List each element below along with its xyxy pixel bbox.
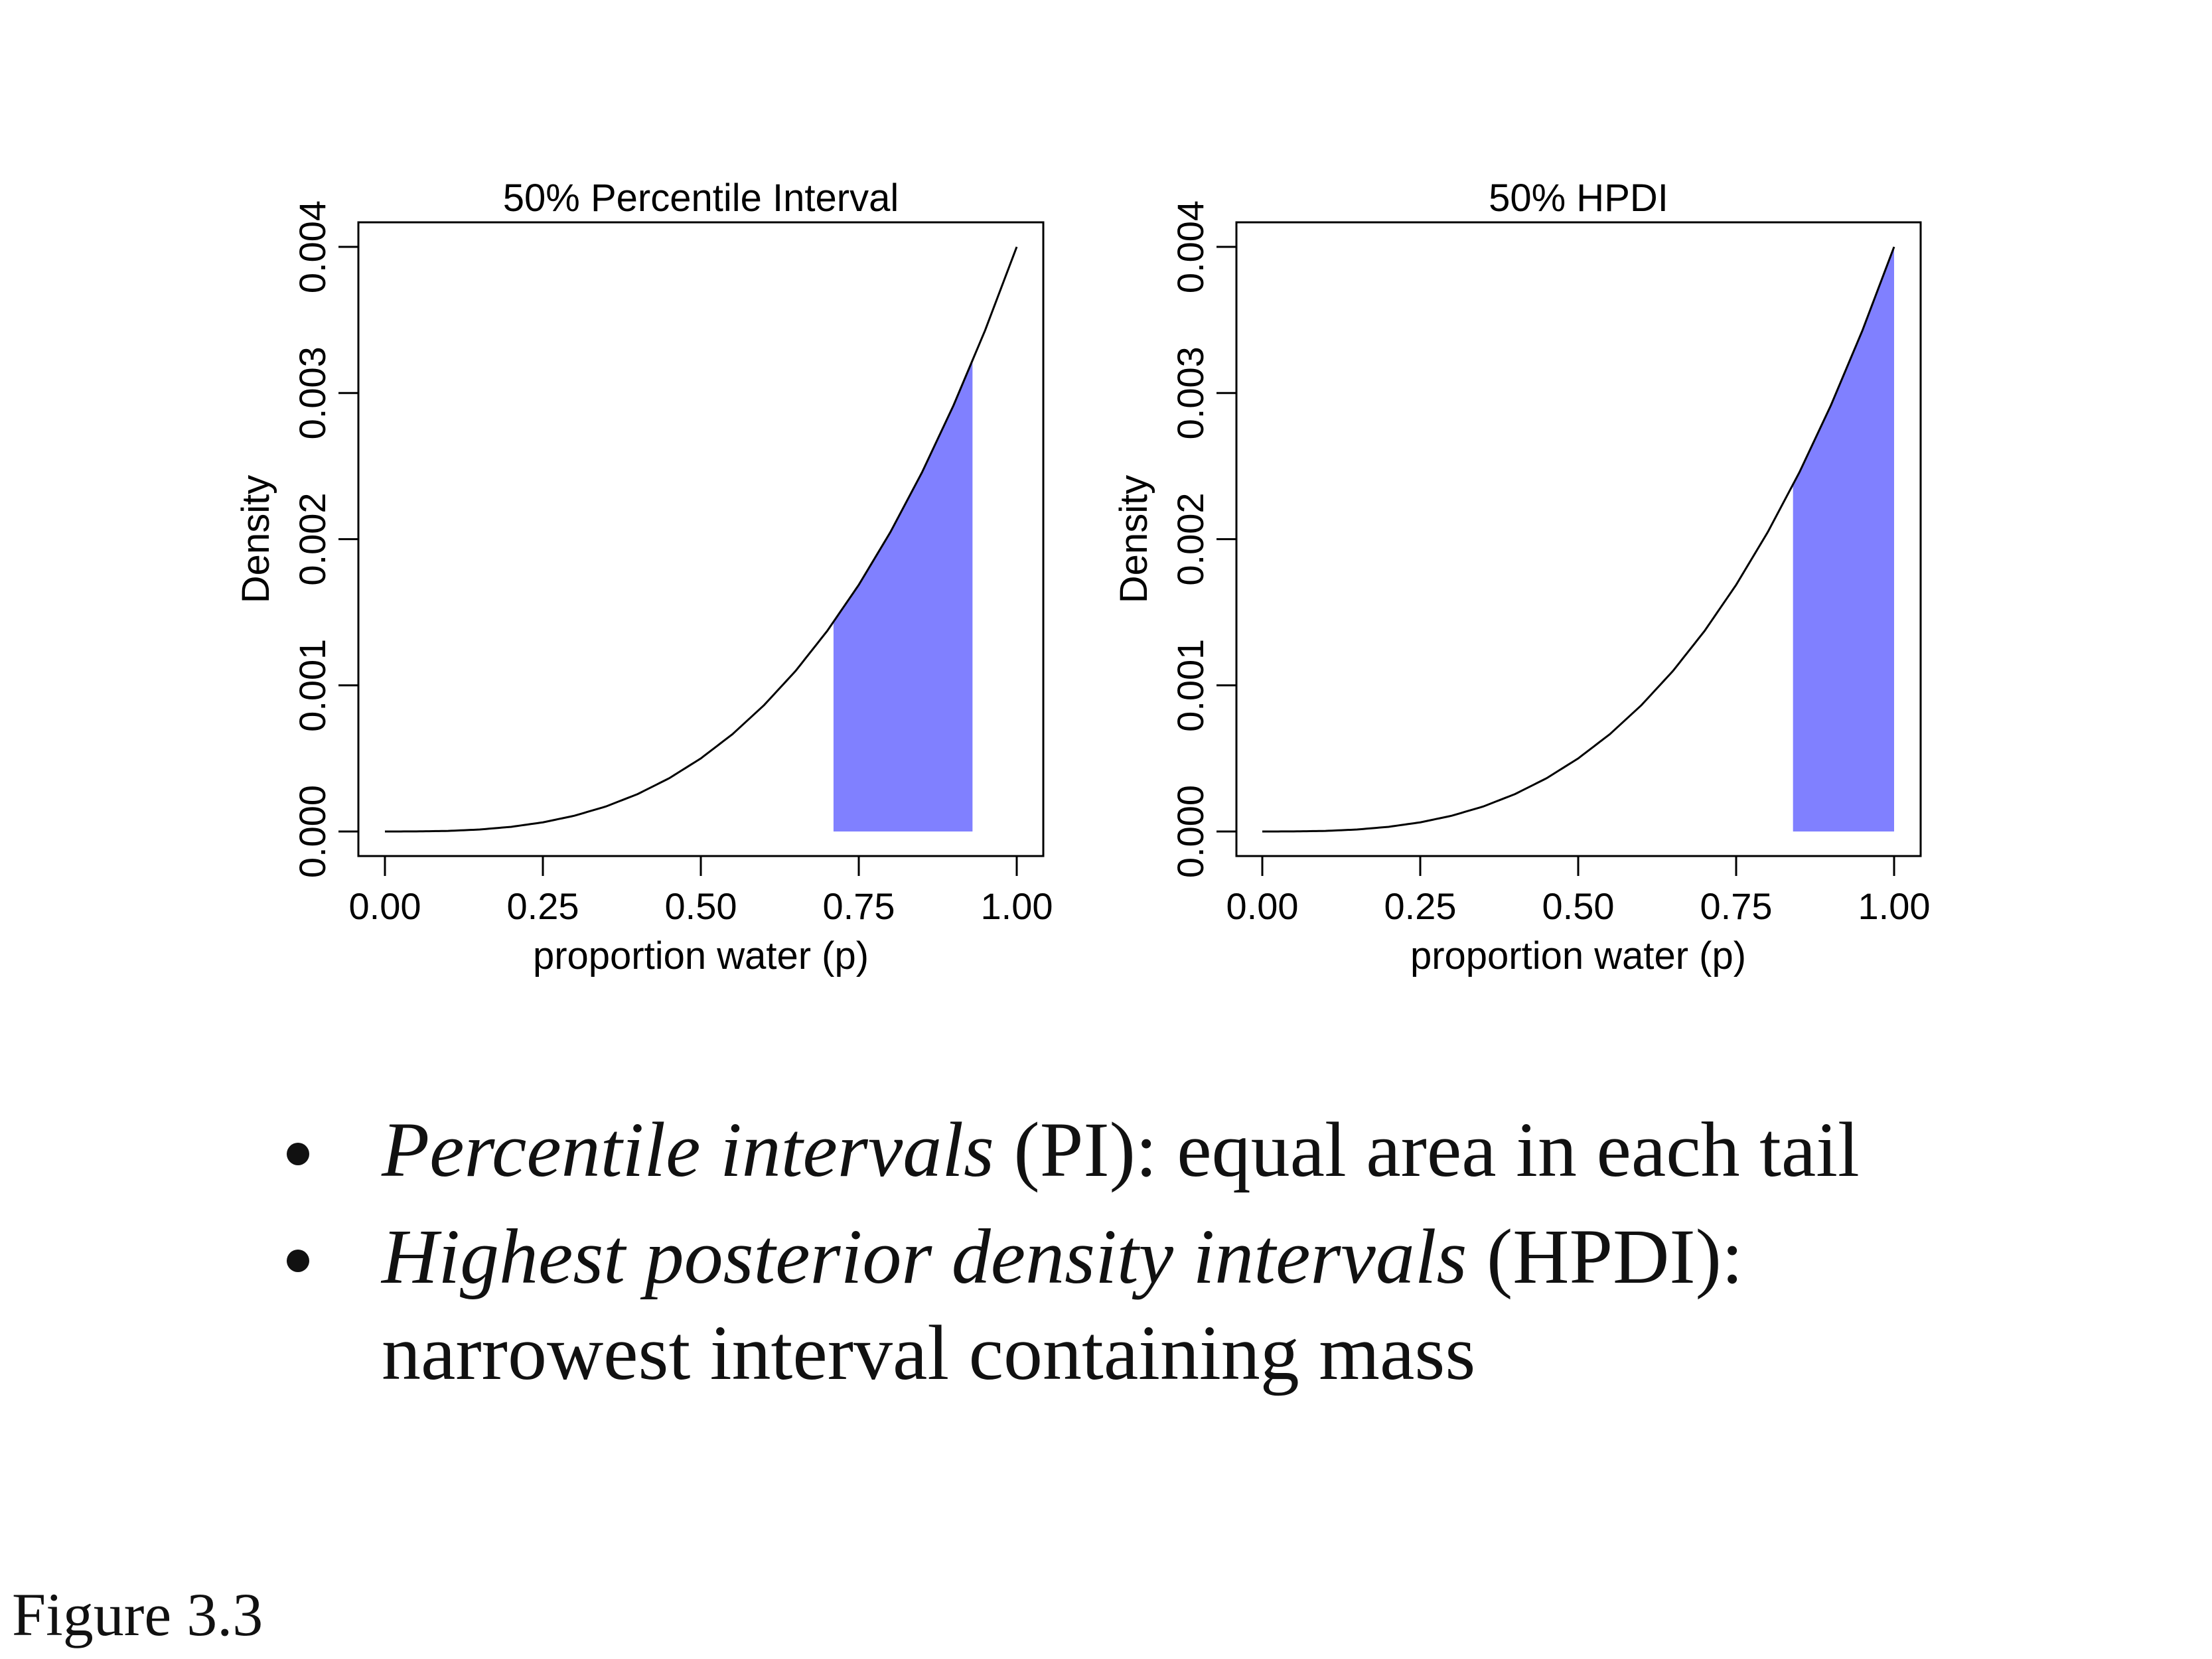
bullet-list: Percentile intervals (PI): equal area in… bbox=[279, 1102, 1938, 1411]
x-tick-label: 0.75 bbox=[1700, 885, 1773, 927]
x-tick-label: 0.50 bbox=[1542, 885, 1615, 927]
bullet-item-hpdi: Highest posterior density intervals (HPD… bbox=[279, 1208, 1938, 1401]
figure-caption: Figure 3.3 bbox=[12, 1581, 263, 1648]
x-tick-label: 0.50 bbox=[665, 885, 737, 927]
chart-title: 50% HPDI bbox=[1489, 177, 1668, 220]
chart-title: 50% Percentile Interval bbox=[503, 177, 899, 220]
y-tick-label: 0.002 bbox=[1169, 492, 1211, 585]
x-tick-label: 1.00 bbox=[981, 885, 1053, 927]
x-tick-label: 0.25 bbox=[507, 885, 579, 927]
x-tick-label: 1.00 bbox=[1858, 885, 1931, 927]
x-axis-label: proportion water (p) bbox=[1410, 934, 1746, 977]
bullet-dot-icon bbox=[287, 1250, 309, 1272]
y-axis-label: Density bbox=[234, 475, 277, 603]
bullet-term: Highest posterior density intervals bbox=[382, 1213, 1467, 1300]
x-tick-label: 0.00 bbox=[1226, 885, 1299, 927]
x-tick-label: 0.00 bbox=[349, 885, 421, 927]
bullet-text: (HPDI): narrowest interval containing ma… bbox=[382, 1213, 1743, 1396]
y-axis-label: Density bbox=[1112, 475, 1155, 603]
x-axis-label: proportion water (p) bbox=[533, 934, 869, 977]
x-tick-label: 0.75 bbox=[823, 885, 895, 927]
y-tick-label: 0.003 bbox=[1169, 346, 1211, 439]
shaded-interval bbox=[1793, 247, 1894, 831]
y-tick-label: 0.002 bbox=[291, 492, 333, 585]
y-tick-label: 0.001 bbox=[1169, 639, 1211, 732]
bullet-term: Percentile intervals bbox=[382, 1106, 994, 1193]
y-tick-label: 0.004 bbox=[291, 200, 333, 293]
density-curve bbox=[384, 246, 1018, 833]
y-tick-label: 0.000 bbox=[1169, 785, 1211, 878]
shaded-interval bbox=[833, 360, 973, 831]
bullet-dot-icon bbox=[287, 1143, 309, 1165]
charts-figure: 50% Percentile Interval 0.00 0.25 0.50 0.75 1… bbox=[234, 177, 1931, 977]
x-tick-label: 0.25 bbox=[1384, 885, 1457, 927]
y-tick-label: 0.004 bbox=[1169, 200, 1211, 293]
bullet-item-percentile: Percentile intervals (PI): equal area in… bbox=[279, 1102, 1938, 1198]
y-tick-label: 0.001 bbox=[291, 639, 333, 732]
density-curve bbox=[1262, 246, 1895, 833]
bullet-text: (PI): equal area in each tail bbox=[994, 1106, 1860, 1193]
y-tick-label: 0.000 bbox=[291, 785, 333, 878]
y-tick-label: 0.003 bbox=[291, 346, 333, 439]
